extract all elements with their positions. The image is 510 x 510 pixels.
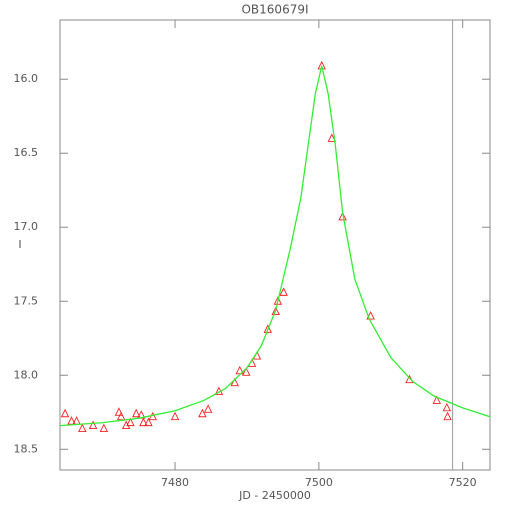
data-point <box>203 404 213 413</box>
data-point <box>198 408 207 418</box>
data-point <box>131 408 141 418</box>
data-point <box>139 417 148 427</box>
x-tick-label: 7480 <box>161 476 189 489</box>
data-point <box>235 365 244 375</box>
data-point <box>121 420 131 430</box>
chart-title: OB160679I <box>241 3 308 17</box>
data-point <box>60 408 70 418</box>
data-point <box>366 311 375 320</box>
y-tick-label: 18.5 <box>14 442 39 455</box>
data-point <box>126 417 135 427</box>
data-point <box>317 60 326 70</box>
data-point <box>327 133 337 142</box>
data-point <box>338 211 347 221</box>
data-point <box>116 411 126 421</box>
data-point <box>114 407 124 416</box>
data-point <box>242 367 251 376</box>
data-point <box>144 417 153 427</box>
data-point <box>170 411 180 421</box>
y-tick-label: 16.5 <box>14 146 39 159</box>
y-tick-label: 17.0 <box>14 220 39 233</box>
x-axis-label: JD - 2450000 <box>238 489 311 502</box>
data-point <box>99 423 109 433</box>
model-curve <box>59 65 491 427</box>
data-point <box>78 423 87 433</box>
data-point <box>273 296 283 305</box>
data-point <box>279 287 288 296</box>
data-point <box>442 402 452 412</box>
data-point <box>263 324 273 333</box>
x-tick-label: 7520 <box>449 476 477 489</box>
y-tick-label: 16.0 <box>14 72 39 85</box>
x-tick-label: 7500 <box>305 476 333 489</box>
y-tick-label: 17.5 <box>14 294 39 307</box>
y-axis-label: I <box>18 238 21 251</box>
data-point <box>271 306 280 316</box>
data-point <box>443 411 452 421</box>
y-tick-label: 18.0 <box>14 368 39 381</box>
data-point <box>432 395 442 404</box>
plot-frame <box>59 19 491 471</box>
data-point <box>88 420 98 430</box>
